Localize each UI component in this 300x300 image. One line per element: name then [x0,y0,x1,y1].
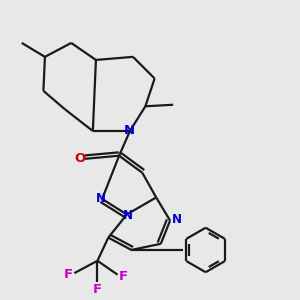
Text: F: F [64,268,73,281]
Text: F: F [118,270,128,283]
Text: N: N [122,209,132,222]
Text: O: O [74,152,85,165]
Text: F: F [93,283,102,296]
Text: N: N [96,192,106,205]
Text: N: N [172,214,182,226]
Text: N: N [123,124,135,136]
